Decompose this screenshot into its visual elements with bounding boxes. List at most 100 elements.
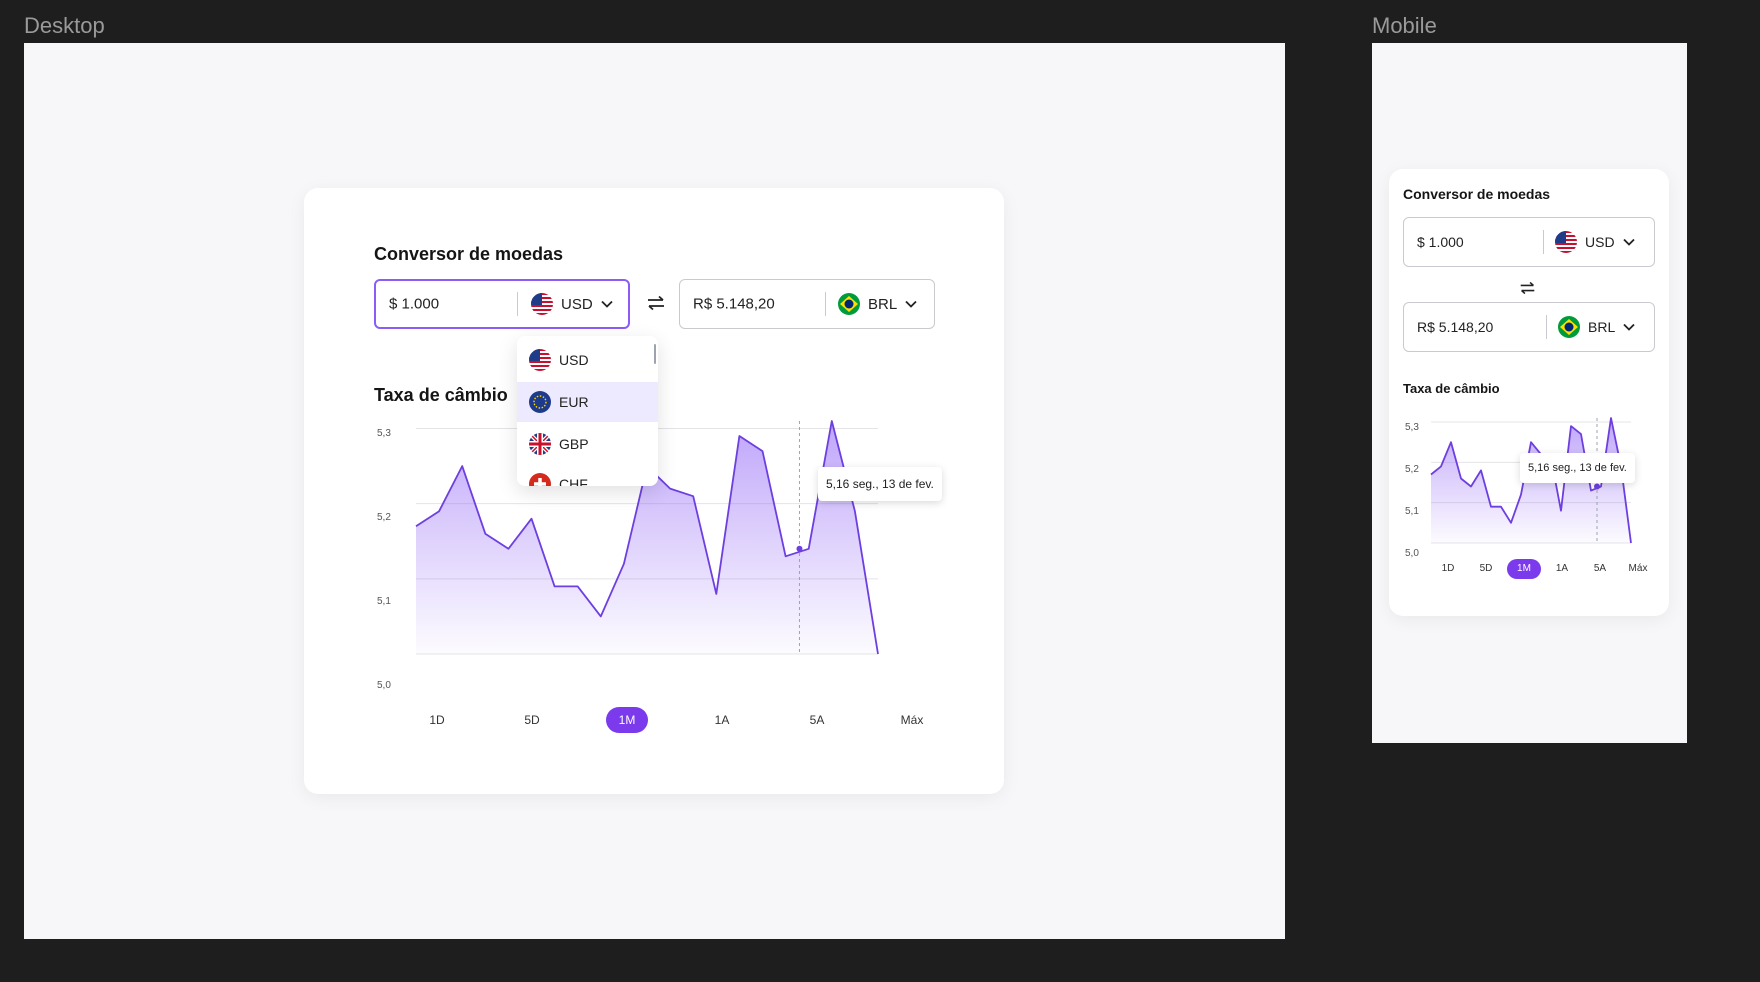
to-amount-input[interactable]: R$ 5.148,20 <box>693 295 775 313</box>
data-point <box>1440 465 1442 467</box>
range-button-1m[interactable]: 1M <box>1507 559 1541 579</box>
data-point <box>531 518 533 520</box>
from-amount-input[interactable]: $ 1.000 <box>1417 234 1464 250</box>
us-flag-icon <box>529 349 551 371</box>
data-point <box>600 615 602 617</box>
data-point <box>1590 490 1592 492</box>
dropdown-item-chf[interactable]: CHF <box>517 464 658 486</box>
range-button-5a[interactable]: 5A <box>809 713 825 727</box>
highlight-point[interactable] <box>1594 483 1600 490</box>
range-button-1d[interactable]: 1D <box>1441 563 1455 574</box>
data-point <box>1570 425 1572 427</box>
to-currency-field[interactable]: R$ 5.148,20 BRL <box>679 279 935 329</box>
range-button-1d[interactable]: 1D <box>429 713 445 727</box>
from-currency-select[interactable]: USD <box>1555 231 1635 253</box>
data-point <box>1560 510 1562 512</box>
field-divider <box>517 292 518 316</box>
data-point <box>1480 469 1482 471</box>
data-point <box>1630 542 1632 544</box>
to-currency-field[interactable]: R$ 5.148,20 BRL <box>1403 302 1655 352</box>
range-button-1m[interactable]: 1M <box>606 707 648 733</box>
y-tick-label: 5,1 <box>1405 506 1419 517</box>
data-point <box>415 525 417 527</box>
data-point <box>715 593 717 595</box>
us-flag-icon <box>1555 231 1577 253</box>
field-divider <box>1543 230 1544 254</box>
from-currency-select[interactable]: USD <box>531 293 613 315</box>
y-tick-label: 5,0 <box>1405 548 1419 559</box>
data-point <box>808 548 810 550</box>
chart-title: Taxa de câmbio <box>1403 381 1500 396</box>
dropdown-item-eur[interactable]: EUR <box>517 382 658 422</box>
mobile-converter-card: Conversor de moedas $ 1.000 USD R$ 5.148… <box>1389 169 1669 616</box>
y-tick-label: 5,2 <box>377 512 391 523</box>
range-button-5d[interactable]: 5D <box>1479 563 1493 574</box>
from-currency-field[interactable]: $ 1.000 USD <box>1403 217 1655 267</box>
data-point <box>831 420 833 422</box>
dropdown-scrollbar[interactable] <box>654 344 656 364</box>
dropdown-item-label: CHF <box>559 476 588 486</box>
highlight-point[interactable] <box>796 545 803 552</box>
br-flag-icon <box>838 293 860 315</box>
from-currency-field[interactable]: $ 1.000 USD <box>374 279 630 329</box>
data-point <box>762 450 764 452</box>
y-tick-label: 5,3 <box>377 428 391 439</box>
chevron-down-icon <box>601 300 613 308</box>
series-area <box>416 421 878 654</box>
range-button-1a[interactable]: 1A <box>714 713 730 727</box>
y-tick-label: 5,2 <box>1405 464 1419 475</box>
data-point <box>738 435 740 437</box>
data-point <box>577 585 579 587</box>
data-point <box>785 555 787 557</box>
to-amount-input[interactable]: R$ 5.148,20 <box>1417 319 1494 335</box>
uk-flag-icon <box>529 433 551 455</box>
chevron-down-icon <box>1623 323 1635 331</box>
to-currency-select[interactable]: BRL <box>838 293 917 315</box>
field-divider <box>1546 315 1547 339</box>
from-amount-input[interactable]: $ 1.000 <box>389 295 440 313</box>
to-currency-code: BRL <box>1588 319 1616 335</box>
data-point <box>1430 473 1432 475</box>
data-point <box>1450 441 1452 443</box>
desktop-frame-label: Desktop <box>24 13 105 38</box>
currency-dropdown: USD EUR GBP CHF <box>517 336 658 486</box>
dropdown-item-label: EUR <box>559 394 589 410</box>
range-button-5a[interactable]: 5A <box>1593 563 1607 574</box>
range-button-máx[interactable]: Máx <box>900 713 924 727</box>
data-point <box>1520 494 1522 496</box>
chart-tooltip: 5,16 seg., 13 de fev. <box>818 467 942 501</box>
field-divider <box>825 292 826 316</box>
data-point <box>854 510 856 512</box>
desktop-frame: Conversor de moedas $ 1.000 USD R$ 5.148… <box>24 43 1285 939</box>
data-point <box>877 653 879 655</box>
us-flag-icon <box>531 293 553 315</box>
range-button-5d[interactable]: 5D <box>524 713 540 727</box>
swap-arrows-icon[interactable] <box>646 295 666 311</box>
mobile-frame: Conversor de moedas $ 1.000 USD R$ 5.148… <box>1372 43 1687 743</box>
data-point <box>1600 486 1602 488</box>
data-point <box>692 495 694 497</box>
data-point <box>461 465 463 467</box>
data-point <box>1470 486 1472 488</box>
exchange-rate-chart[interactable] <box>415 420 936 687</box>
data-point <box>1510 522 1512 524</box>
to-currency-select[interactable]: BRL <box>1558 316 1635 338</box>
data-point <box>1610 417 1612 419</box>
from-currency-code: USD <box>1585 234 1615 250</box>
swap-arrows-icon[interactable] <box>1519 281 1536 295</box>
br-flag-icon <box>1558 316 1580 338</box>
converter-title: Conversor de moedas <box>1403 186 1551 202</box>
data-point <box>1530 441 1532 443</box>
exchange-rate-chart[interactable] <box>1430 417 1656 555</box>
eu-flag-icon <box>529 391 551 413</box>
dropdown-item-usd[interactable]: USD <box>517 340 658 380</box>
dropdown-item-gbp[interactable]: GBP <box>517 424 658 464</box>
dropdown-item-label: USD <box>559 352 589 368</box>
range-button-1a[interactable]: 1A <box>1555 563 1569 574</box>
y-tick-label: 5,3 <box>1405 422 1419 433</box>
from-currency-code: USD <box>561 295 593 313</box>
data-point <box>1460 477 1462 479</box>
range-button-máx[interactable]: Máx <box>1628 563 1648 574</box>
data-point <box>1490 506 1492 508</box>
chart-title: Taxa de câmbio <box>374 385 508 405</box>
